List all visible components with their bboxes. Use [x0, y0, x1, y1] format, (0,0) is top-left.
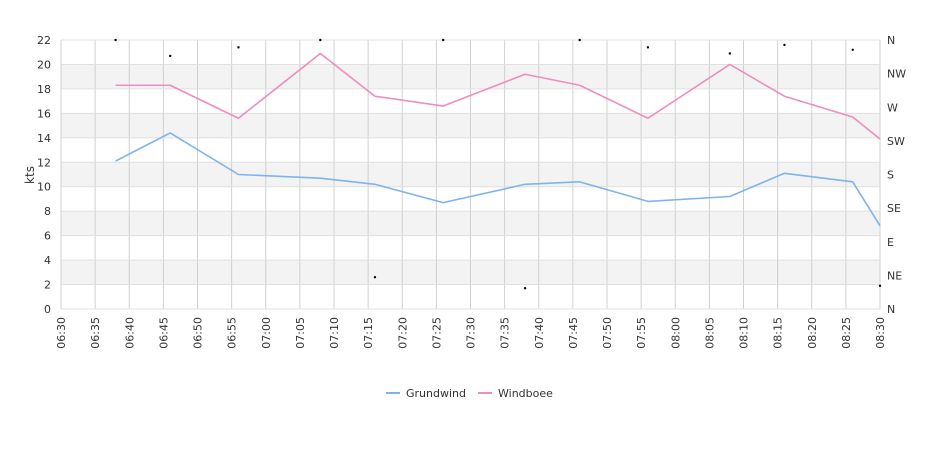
legend[interactable]: Grundwind Windboee	[386, 387, 553, 400]
y-axis-title: kts	[23, 166, 37, 184]
y-tick-label: 0	[44, 303, 51, 316]
y-tick-label: 16	[37, 107, 51, 120]
direction-marker	[523, 287, 527, 290]
direction-tick-label: N	[887, 34, 895, 47]
y-axis-tick-labels: 0 2 4 6 8 10 12 14 16 18 20 22	[37, 34, 51, 316]
y-tick-label: 4	[44, 254, 51, 267]
x-tick-label: 06:50	[192, 317, 205, 349]
x-tick-label: 07:55	[635, 317, 648, 349]
direction-tick-label: SE	[887, 202, 901, 215]
x-tick-label: 08:05	[703, 317, 716, 349]
x-tick-label: 08:25	[840, 317, 853, 349]
direction-tick-label: SW	[887, 135, 905, 148]
y-tick-label: 22	[37, 34, 51, 47]
x-tick-label: 07:00	[260, 317, 273, 349]
series-line-windboee	[115, 52, 881, 140]
x-tick-label: 07:30	[465, 317, 478, 349]
y-tick-label: 12	[37, 156, 51, 169]
direction-marker	[728, 52, 732, 55]
legend-label: Grundwind	[406, 387, 466, 400]
direction-tick-label: NW	[887, 68, 906, 81]
x-tick-label: 06:55	[226, 317, 239, 349]
direction-marker	[442, 38, 445, 42]
x-tick-label: 08:00	[669, 317, 682, 349]
x-tick-label: 07:25	[430, 317, 443, 349]
direction-tick-label: NE	[887, 269, 902, 282]
direction-marker	[114, 38, 117, 42]
y-tick-label: 8	[44, 205, 51, 218]
horizontal-gridlines	[61, 39, 880, 310]
x-tick-label: 07:35	[499, 317, 512, 349]
y-tick-label: 18	[37, 83, 51, 96]
y-tick-label: 6	[44, 230, 51, 243]
x-tick-label: 08:15	[772, 317, 785, 349]
x-tick-label: 06:30	[55, 317, 68, 349]
direction-axis-tick-labels: N NE E SE S SW W NW N	[887, 34, 906, 316]
direction-tick-label: E	[887, 236, 894, 249]
x-tick-label: 07:50	[601, 317, 614, 349]
x-tick-label: 07:15	[362, 317, 375, 349]
x-tick-label: 06:40	[123, 317, 136, 349]
x-tick-label: 07:45	[567, 317, 580, 349]
legend-item-grundwind[interactable]: Grundwind	[386, 387, 466, 400]
direction-tick-label: W	[887, 101, 898, 114]
legend-item-windboee[interactable]: Windboee	[478, 387, 553, 400]
x-tick-label: 07:20	[396, 317, 409, 349]
y-tick-label: 20	[37, 58, 51, 71]
x-tick-label: 06:35	[89, 317, 102, 349]
direction-marker	[646, 46, 650, 49]
series-line-grundwind	[115, 132, 881, 227]
x-tick-label: 07:10	[328, 317, 341, 349]
x-tick-label: 08:30	[874, 317, 887, 349]
series-lines	[115, 52, 881, 227]
direction-marker	[169, 54, 172, 58]
direction-marker	[237, 46, 240, 49]
x-tick-label: 07:40	[533, 317, 546, 349]
direction-tick-label: S	[887, 169, 894, 182]
direction-tick-label: N	[887, 303, 895, 316]
x-tick-label: 07:05	[294, 317, 307, 349]
direction-marker	[373, 276, 377, 279]
y-tick-label: 2	[44, 279, 51, 292]
vertical-gridlines	[60, 40, 881, 309]
direction-marker	[319, 38, 322, 42]
direction-marker	[878, 284, 882, 287]
legend-label: Windboee	[498, 387, 553, 400]
y-tick-label: 10	[37, 181, 51, 194]
x-axis-tick-labels: 06:30 06:35 06:40 06:45 06:50 06:55 07:00 07:05…	[55, 317, 887, 349]
direction-marker	[578, 38, 581, 42]
x-tick-label: 08:20	[806, 317, 819, 349]
direction-marker	[783, 43, 786, 47]
direction-markers	[114, 38, 882, 290]
direction-marker	[851, 48, 854, 51]
y-tick-label: 14	[37, 132, 51, 145]
x-tick-label: 08:10	[738, 317, 751, 349]
x-tick-label: 06:45	[157, 317, 170, 349]
